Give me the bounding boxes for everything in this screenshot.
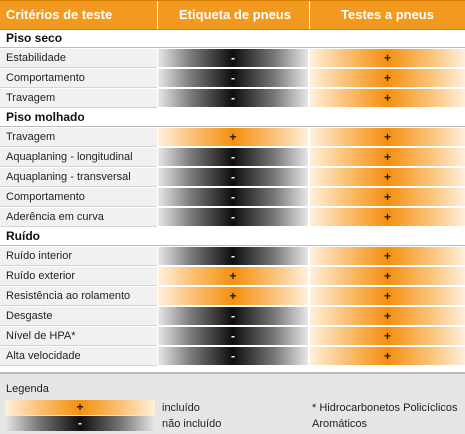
tyre-test-cell: + (310, 247, 465, 266)
criterion-cell: Ruído interior (0, 247, 157, 266)
tyre-test-cell: + (310, 168, 465, 187)
table-row: Ruído exterior + + (0, 267, 465, 286)
tyre-test-cell: + (310, 327, 465, 346)
legend-footnote: * Hidrocarbonetos Policíclicos (312, 402, 458, 414)
criterion-cell: Comportamento (0, 69, 157, 88)
tyre-test-cell: + (310, 267, 465, 286)
criterion-label: Resistência ao rolamento (6, 290, 131, 302)
tyre-label-cell: + (158, 128, 308, 147)
section-header: Piso molhado (0, 109, 465, 127)
table-row: Desgaste - + (0, 307, 465, 326)
section-title: Ruído (6, 229, 40, 243)
tyre-test-cell: + (310, 148, 465, 167)
table-row: Ruído interior - + (0, 247, 465, 266)
table-row: Travagem + + (0, 128, 465, 147)
tyre-test-cell: + (310, 188, 465, 207)
criterion-label: Nível de HPA* (6, 330, 76, 342)
tyre-label-cell: - (158, 208, 308, 227)
criterion-label: Aquaplaning - transversal (6, 171, 131, 183)
tyre-label-cell: - (158, 168, 308, 187)
tyre-test-cell: + (310, 347, 465, 366)
section-title: Piso molhado (6, 110, 85, 124)
table-header: Critérios de teste Etiqueta de pneus Tes… (0, 0, 465, 30)
legend-title: Legenda (6, 383, 49, 395)
header-divider (157, 1, 158, 29)
criterion-cell: Aquaplaning - transversal (0, 168, 157, 187)
tyre-test-cell: + (310, 287, 465, 306)
criterion-cell: Travagem (0, 89, 157, 108)
criterion-cell: Estabilidade (0, 49, 157, 68)
table-row: Nível de HPA* - + (0, 327, 465, 346)
table-row: Travagem - + (0, 89, 465, 108)
tyre-test-cell: + (310, 307, 465, 326)
legend-excluded-swatch: - (5, 416, 155, 431)
legend-included-label: incluído (162, 402, 200, 414)
criterion-label: Comportamento (6, 191, 85, 203)
tyre-label-cell: - (158, 148, 308, 167)
table-row: Aquaplaning - transversal - + (0, 168, 465, 187)
criterion-label: Ruído exterior (6, 270, 76, 282)
criterion-label: Travagem (6, 92, 56, 104)
tyre-test-cell: + (310, 128, 465, 147)
tyre-label-cell: - (158, 327, 308, 346)
tyre-test-cell: + (310, 49, 465, 68)
tyre-test-cell: + (310, 69, 465, 88)
tyre-label-cell: - (158, 49, 308, 68)
tyre-test-cell: + (310, 89, 465, 108)
tyre-label-cell: - (158, 89, 308, 108)
section-header: Ruído (0, 228, 465, 246)
criterion-label: Alta velocidade (6, 350, 81, 362)
criterion-cell: Desgaste (0, 307, 157, 326)
tyre-test-cell: + (310, 208, 465, 227)
criterion-label: Ruído interior (6, 250, 73, 262)
legend: Legenda + incluído - não incluído * Hidr… (0, 372, 465, 434)
tyre-label-cell: - (158, 347, 308, 366)
table-row: Comportamento - + (0, 188, 465, 207)
tyre-label-cell: + (158, 287, 308, 306)
criterion-cell: Resistência ao rolamento (0, 287, 157, 306)
criterion-label: Estabilidade (6, 52, 66, 64)
criterion-label: Comportamento (6, 72, 85, 84)
header-divider (309, 1, 310, 29)
header-criteria: Critérios de teste (6, 7, 113, 22)
tyre-label-cell: - (158, 188, 308, 207)
tyre-label-cell: + (158, 267, 308, 286)
table-row: Comportamento - + (0, 69, 465, 88)
criterion-cell: Comportamento (0, 188, 157, 207)
criterion-label: Travagem (6, 131, 56, 143)
table-row: Resistência ao rolamento + + (0, 287, 465, 306)
header-tyre-tests: Testes a pneus (341, 7, 434, 22)
criterion-cell: Nível de HPA* (0, 327, 157, 346)
criterion-cell: Aderência em curva (0, 208, 157, 227)
legend-included-swatch: + (5, 400, 155, 415)
tyre-label-cell: - (158, 69, 308, 88)
legend-excluded-label: não incluído (162, 418, 222, 430)
legend-footnote-cont: Aromáticos (312, 418, 368, 430)
table-row: Alta velocidade - + (0, 347, 465, 366)
criterion-label: Desgaste (6, 310, 53, 322)
section-title: Piso seco (6, 31, 63, 45)
header-tyre-label: Etiqueta de pneus (179, 7, 291, 22)
table-row: Aquaplaning - longitudinal - + (0, 148, 465, 167)
section-header: Piso seco (0, 30, 465, 48)
criterion-label: Aquaplaning - longitudinal (6, 151, 133, 163)
table-row: Estabilidade - + (0, 49, 465, 68)
tyre-label-cell: - (158, 307, 308, 326)
criterion-cell: Travagem (0, 128, 157, 147)
criterion-cell: Aquaplaning - longitudinal (0, 148, 157, 167)
criterion-label: Aderência em curva (6, 211, 104, 223)
table-row: Aderência em curva - + (0, 208, 465, 227)
criterion-cell: Alta velocidade (0, 347, 157, 366)
criterion-cell: Ruído exterior (0, 267, 157, 286)
tyre-label-cell: - (158, 247, 308, 266)
